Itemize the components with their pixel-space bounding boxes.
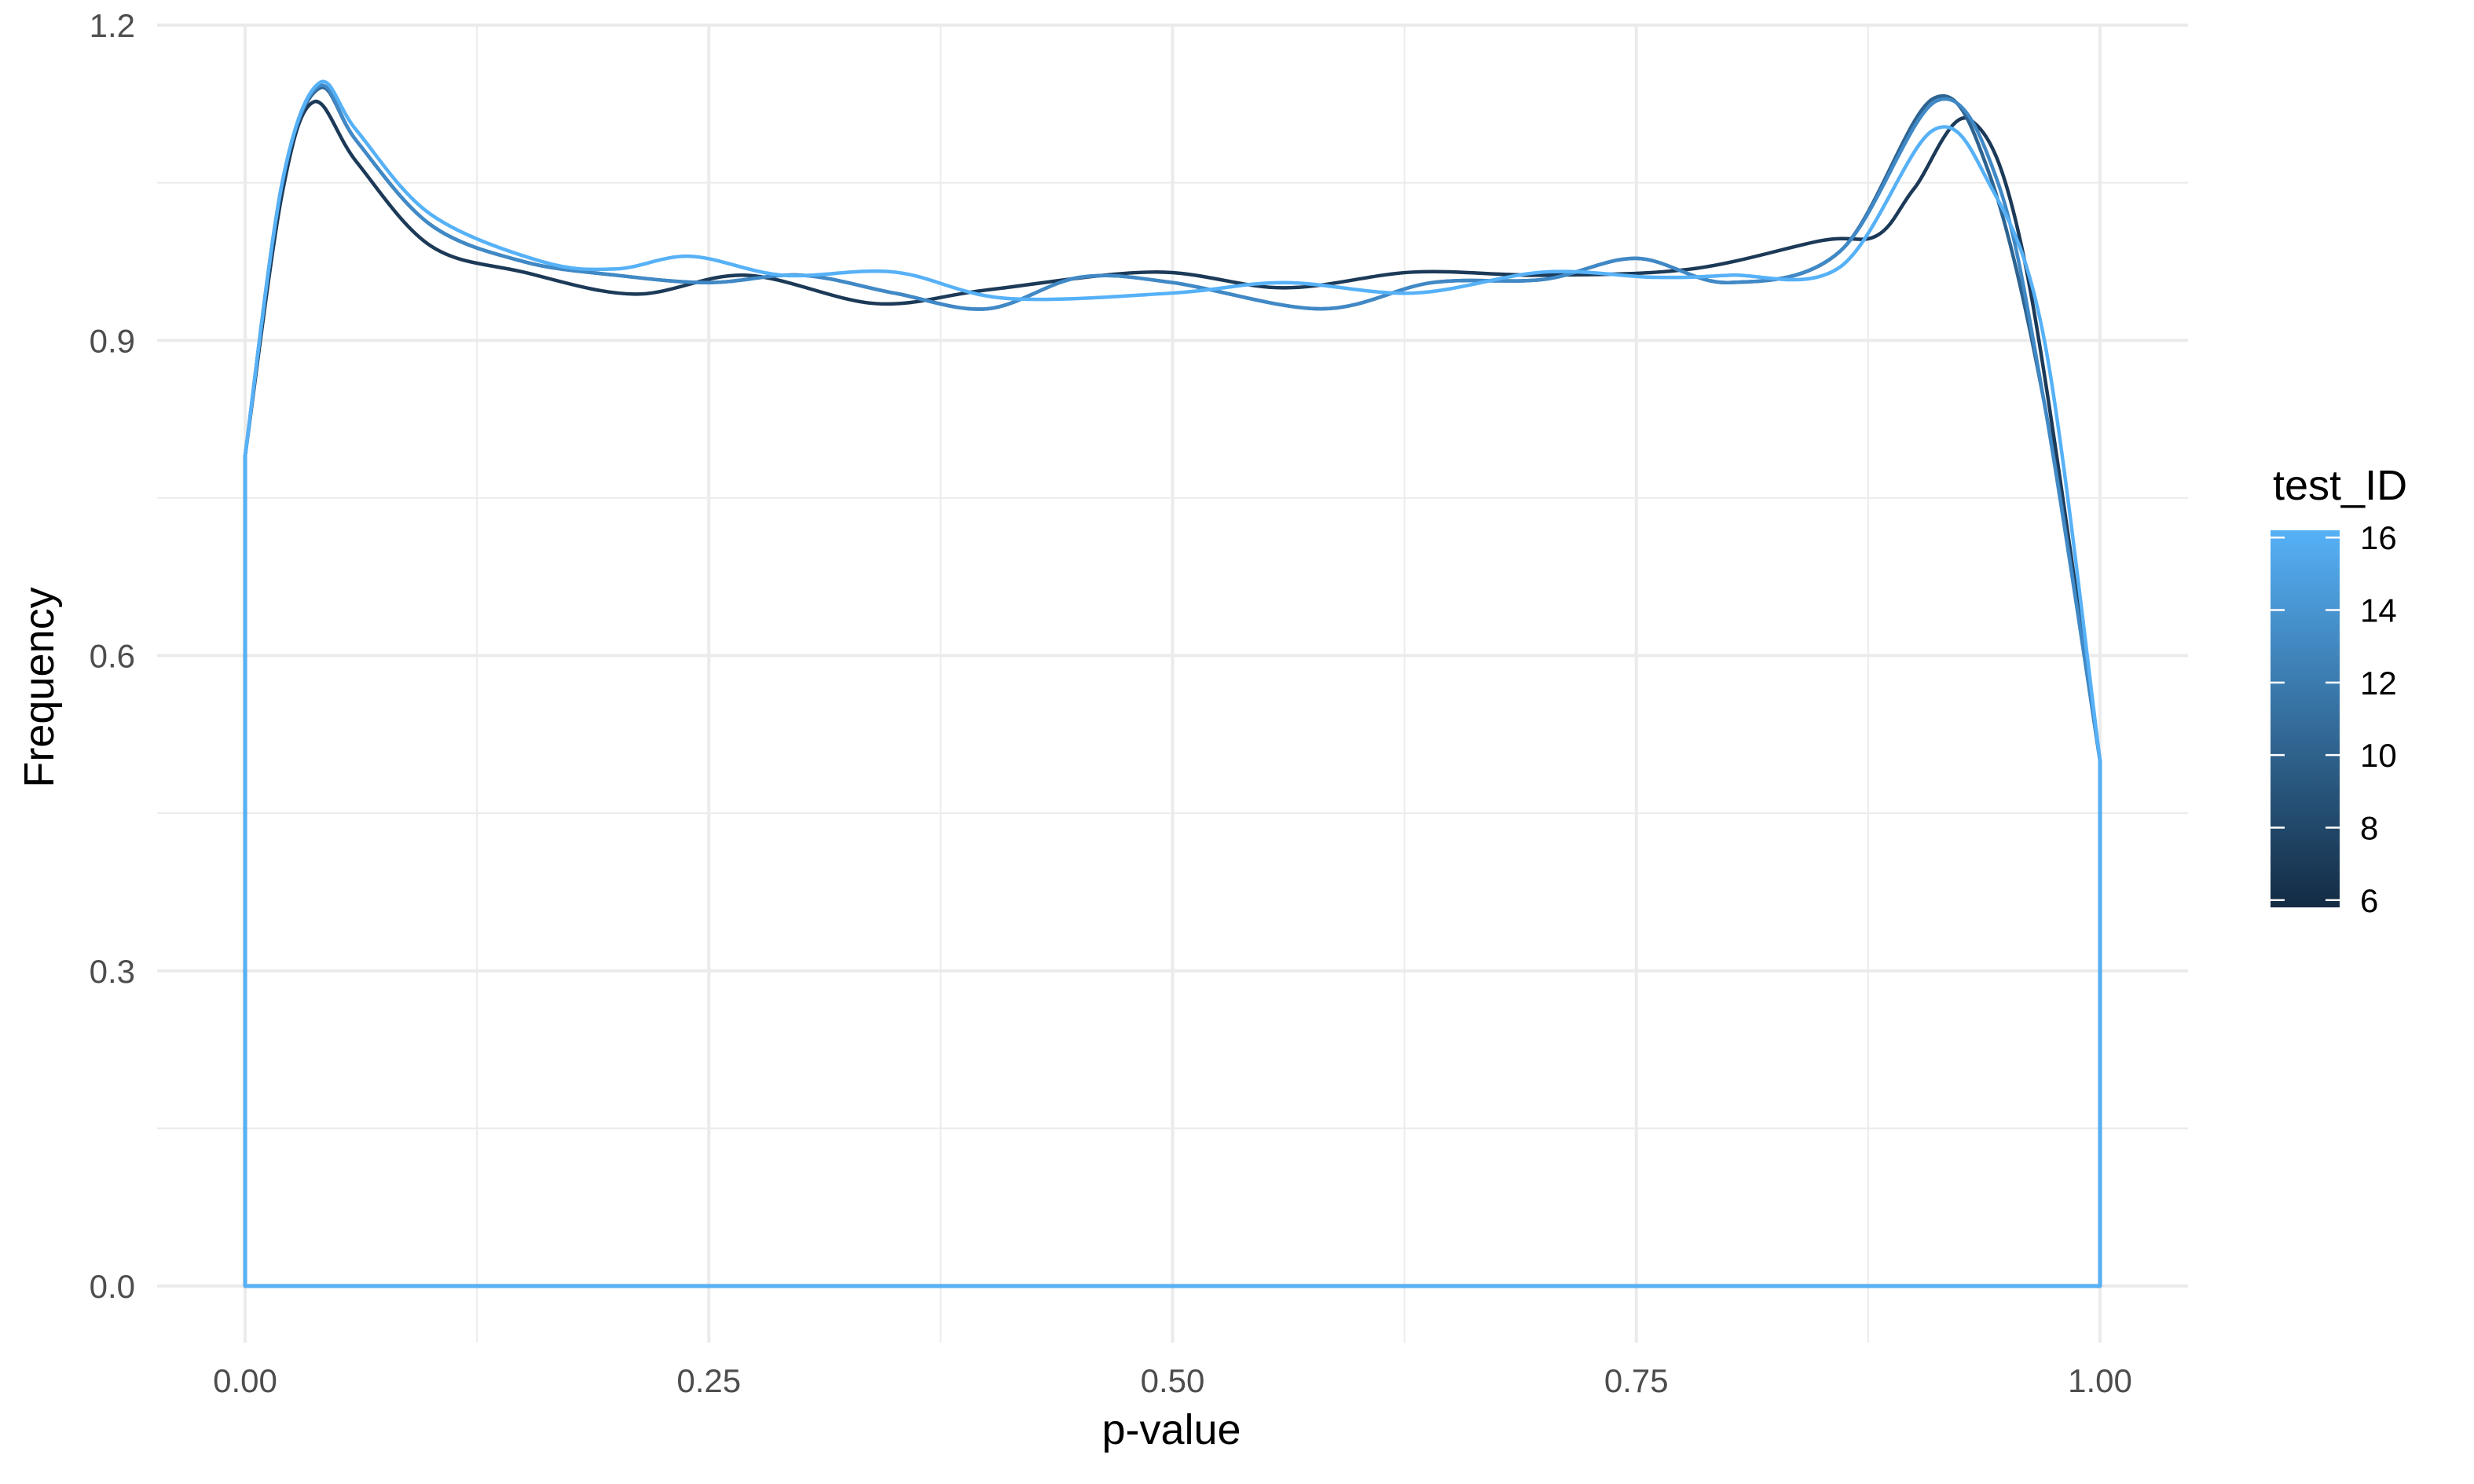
colorbar	[2271, 530, 2340, 907]
y-tick-label: 1.2	[90, 7, 135, 44]
color-legend: test_ID 16 14 12 10 8 6	[2271, 462, 2407, 919]
x-tick-label: 0.25	[676, 1362, 741, 1399]
legend-title: test_ID	[2273, 462, 2407, 509]
major-gridlines	[157, 24, 2188, 1343]
colorbar-label: 14	[2360, 592, 2397, 629]
colorbar-label: 10	[2360, 737, 2397, 774]
y-tick-label: 0.3	[90, 953, 135, 990]
x-axis-ticks: 0.00 0.25 0.50 0.75 1.00	[213, 1362, 2132, 1399]
y-tick-label: 0.0	[90, 1268, 135, 1305]
x-tick-label: 0.75	[1604, 1362, 1669, 1399]
density-line-test-id-13	[243, 83, 2102, 1288]
density-line-test-id-16	[243, 79, 2102, 1288]
density-line-test-id-6	[243, 99, 2102, 1288]
x-tick-label: 1.00	[2068, 1362, 2132, 1399]
x-tick-label: 0.50	[1141, 1362, 1205, 1399]
colorbar-label: 8	[2360, 809, 2378, 846]
colorbar-label: 16	[2360, 519, 2397, 556]
density-series	[243, 79, 2102, 1288]
y-axis-ticks: 0.0 0.3 0.6 0.9 1.2	[90, 7, 135, 1305]
colorbar-label: 6	[2360, 882, 2378, 919]
x-tick-label: 0.00	[213, 1362, 277, 1399]
y-axis-title: Frequency	[16, 587, 63, 787]
y-tick-label: 0.9	[90, 322, 135, 359]
colorbar-label: 12	[2360, 665, 2397, 702]
y-tick-label: 0.6	[90, 638, 135, 675]
x-axis-title: p-value	[1101, 1406, 1241, 1453]
colorbar-ticks: 16 14 12 10 8 6	[2271, 519, 2397, 919]
